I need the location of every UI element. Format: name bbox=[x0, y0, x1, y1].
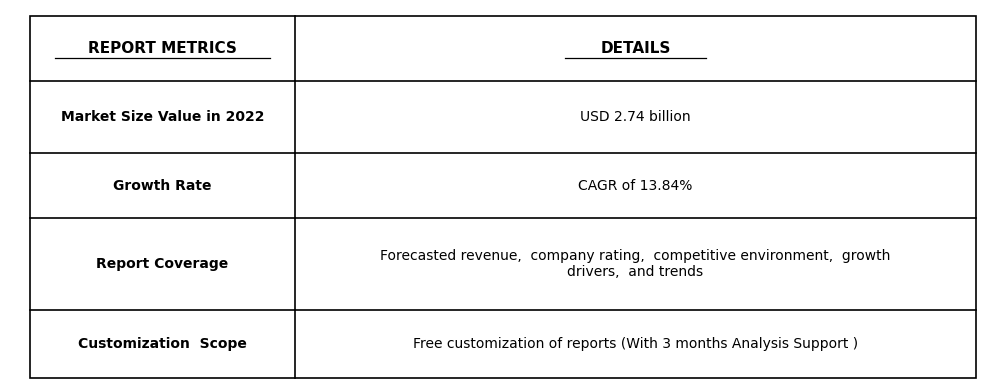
Text: REPORT METRICS: REPORT METRICS bbox=[89, 41, 237, 56]
Text: Customization  Scope: Customization Scope bbox=[78, 337, 247, 351]
Text: Free customization of reports (With 3 months Analysis Support ): Free customization of reports (With 3 mo… bbox=[412, 337, 858, 351]
Text: DETAILS: DETAILS bbox=[601, 41, 671, 56]
Text: Report Coverage: Report Coverage bbox=[97, 257, 228, 271]
Text: Growth Rate: Growth Rate bbox=[114, 179, 212, 193]
Text: Market Size Value in 2022: Market Size Value in 2022 bbox=[60, 110, 265, 124]
Text: CAGR of 13.84%: CAGR of 13.84% bbox=[578, 179, 692, 193]
Text: Forecasted revenue,  company rating,  competitive environment,  growth
drivers, : Forecasted revenue, company rating, comp… bbox=[380, 249, 890, 279]
Text: USD 2.74 billion: USD 2.74 billion bbox=[580, 110, 691, 124]
